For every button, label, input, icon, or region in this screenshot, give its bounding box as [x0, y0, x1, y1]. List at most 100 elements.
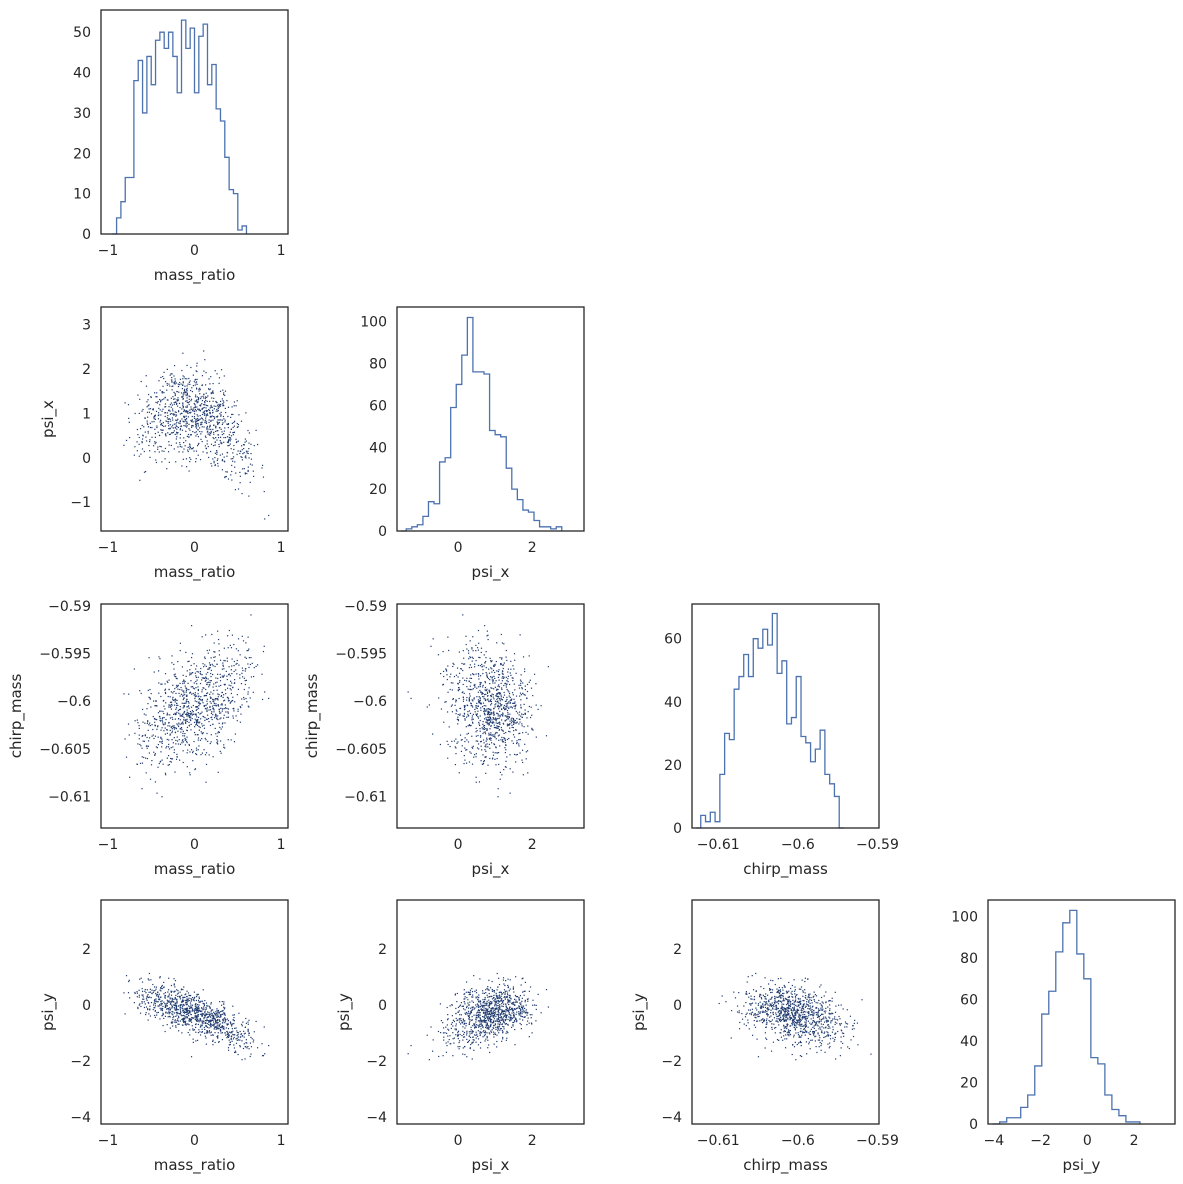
scatter-point — [196, 679, 198, 681]
scatter-point — [481, 693, 484, 695]
scatter-point — [138, 734, 140, 736]
scatter-point — [174, 698, 176, 700]
scatter-point — [169, 410, 171, 412]
scatter-point — [231, 1035, 233, 1037]
scatter-point — [208, 1011, 210, 1014]
scatter-point — [217, 429, 219, 432]
scatter-point — [234, 1034, 236, 1036]
scatter-point — [141, 981, 144, 983]
scatter-point — [210, 672, 212, 675]
scatter-point — [231, 672, 233, 675]
scatter-point — [491, 679, 493, 681]
scatter-point — [479, 728, 481, 730]
scatter-point — [185, 713, 188, 715]
scatter-point — [223, 1008, 225, 1010]
scatter-point — [497, 796, 499, 798]
scatter-point — [528, 705, 530, 708]
scatter-point — [171, 655, 173, 657]
scatter-point — [198, 1007, 200, 1009]
scatter-point — [124, 402, 126, 404]
scatter-point — [170, 705, 172, 708]
scatter-point — [184, 390, 186, 392]
scatter-point — [486, 1022, 488, 1024]
scatter-point — [483, 1021, 485, 1023]
scatter-point — [483, 1007, 485, 1009]
scatter-point — [147, 399, 149, 401]
scatter-point — [220, 728, 222, 730]
scatter-point — [201, 375, 204, 377]
scatter-point — [188, 403, 190, 406]
scatter-point — [230, 739, 232, 741]
scatter-point — [477, 629, 480, 632]
scatter-point — [201, 1007, 203, 1009]
scatter-point — [158, 451, 160, 453]
scatter-point — [175, 739, 177, 742]
scatter-mass_ratio-vs-chirp_mass — [123, 614, 270, 798]
scatter-point — [493, 1036, 495, 1038]
scatter-point — [242, 669, 244, 672]
scatter-point — [512, 679, 514, 682]
scatter-point — [231, 1032, 233, 1034]
scatter-point — [193, 381, 195, 383]
scatter-point — [148, 1013, 150, 1015]
scatter-point — [211, 705, 214, 707]
scatter-point — [488, 718, 490, 720]
scatter-point — [244, 656, 246, 658]
scatter-point — [227, 1032, 229, 1035]
scatter-point — [195, 1016, 198, 1018]
scatter-point — [170, 402, 173, 404]
scatter-point — [156, 747, 159, 749]
scatter-point — [148, 752, 151, 754]
scatter-point — [222, 717, 225, 719]
scatter-point — [205, 676, 207, 678]
scatter-point — [250, 676, 253, 678]
scatter-point — [490, 708, 492, 710]
scatter-point — [211, 406, 213, 408]
scatter-point — [547, 666, 549, 668]
scatter-point — [520, 674, 522, 676]
scatter-point — [189, 713, 191, 715]
scatter-point — [241, 1040, 243, 1042]
scatter-point — [221, 1025, 223, 1028]
scatter-point — [486, 720, 488, 722]
scatter-point — [185, 440, 187, 442]
scatter-point — [149, 991, 152, 993]
scatter-point — [210, 443, 213, 445]
scatter-point — [197, 999, 200, 1001]
scatter-point — [516, 1011, 518, 1013]
scatter-point — [221, 1039, 224, 1041]
scatter-point — [452, 665, 454, 668]
scatter-point — [495, 764, 497, 766]
scatter-point — [164, 397, 166, 399]
scatter-point — [491, 1022, 493, 1024]
scatter-point — [223, 430, 225, 432]
scatter-point — [206, 709, 208, 711]
scatter-point — [484, 662, 486, 664]
scatter-point — [231, 470, 233, 473]
scatter-point — [197, 415, 199, 417]
scatter-point — [213, 711, 215, 713]
scatter-point — [482, 1036, 484, 1038]
scatter-point — [237, 1032, 240, 1034]
scatter-point — [226, 675, 228, 677]
scatter-point — [224, 394, 226, 396]
scatter-point — [464, 1012, 466, 1014]
scatter-point — [158, 692, 160, 694]
scatter-point — [157, 991, 159, 993]
scatter-point — [223, 668, 225, 670]
scatter-point — [194, 1005, 196, 1007]
scatter-point — [457, 1019, 459, 1021]
scatter-point — [205, 1032, 208, 1034]
scatter-point — [494, 1012, 496, 1014]
scatter-point — [227, 712, 229, 714]
scatter-point — [172, 1025, 174, 1027]
scatter-point — [205, 688, 207, 691]
scatter-point — [240, 1033, 243, 1035]
scatter-point — [508, 724, 510, 726]
scatter-point — [145, 998, 148, 1000]
scatter-point — [519, 1014, 521, 1016]
scatter-point — [486, 691, 489, 693]
scatter-point — [241, 449, 243, 451]
scatter-point — [487, 764, 489, 766]
scatter-point — [241, 672, 243, 674]
